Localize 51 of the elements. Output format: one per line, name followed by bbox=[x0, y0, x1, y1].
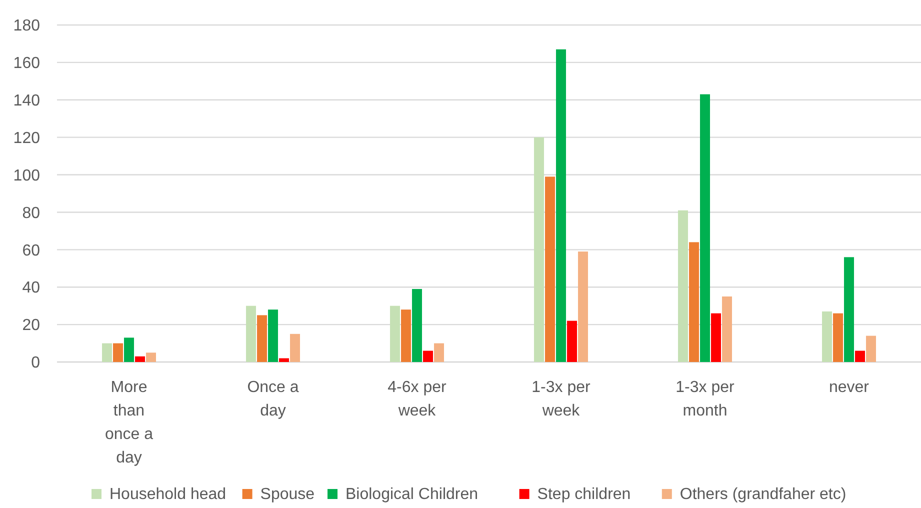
bar bbox=[102, 343, 112, 362]
bar bbox=[279, 358, 289, 362]
bar bbox=[124, 338, 134, 362]
legend-label: Step children bbox=[537, 486, 631, 503]
bar bbox=[412, 288, 422, 362]
x-tick-label: Once a day bbox=[247, 379, 299, 420]
bar bbox=[700, 94, 710, 362]
y-tick-label: 0 bbox=[31, 354, 40, 372]
bar bbox=[113, 343, 123, 362]
bar bbox=[434, 343, 444, 362]
legend-label: Household head bbox=[110, 486, 226, 503]
bar bbox=[833, 313, 843, 362]
bar bbox=[866, 336, 876, 362]
y-tick-label: 160 bbox=[13, 55, 40, 72]
y-tick-label: 40 bbox=[22, 280, 40, 297]
x-tick-label: 1-3x per week bbox=[532, 379, 592, 420]
bar bbox=[722, 296, 732, 362]
x-tick-label: More than once a day bbox=[104, 379, 154, 466]
bar bbox=[401, 310, 411, 362]
bar bbox=[578, 252, 588, 362]
y-tick-label: 100 bbox=[13, 167, 40, 184]
y-tick-label: 120 bbox=[13, 130, 40, 147]
legend-label: Biological Children bbox=[346, 486, 478, 503]
bar bbox=[855, 350, 865, 362]
bar bbox=[711, 313, 721, 362]
bar bbox=[556, 49, 566, 362]
bar bbox=[567, 320, 577, 362]
bar bbox=[545, 176, 555, 362]
bar bbox=[678, 210, 688, 362]
bar bbox=[146, 352, 156, 362]
x-tick-label: never bbox=[828, 379, 870, 396]
y-tick-label: 60 bbox=[22, 242, 40, 260]
bar bbox=[135, 356, 145, 362]
x-tick-label: 4-6x per week bbox=[388, 379, 448, 420]
bar bbox=[390, 306, 400, 362]
bar bbox=[844, 257, 854, 362]
y-tick-label: 80 bbox=[22, 204, 40, 222]
bar bbox=[290, 334, 300, 362]
legend-label: Spouse bbox=[260, 486, 315, 503]
y-tick-label: 180 bbox=[13, 18, 40, 35]
bar bbox=[246, 306, 256, 362]
bar bbox=[822, 311, 832, 362]
legend-label: Others (grandfaher etc) bbox=[680, 486, 846, 503]
bar bbox=[423, 350, 433, 362]
y-tick-label: 20 bbox=[22, 317, 40, 334]
x-tick-label: 1-3x per month bbox=[676, 379, 736, 420]
y-tick-label: 140 bbox=[13, 92, 40, 110]
bar bbox=[534, 137, 544, 362]
bar bbox=[268, 310, 278, 362]
bar bbox=[257, 315, 267, 362]
bar bbox=[689, 242, 699, 362]
